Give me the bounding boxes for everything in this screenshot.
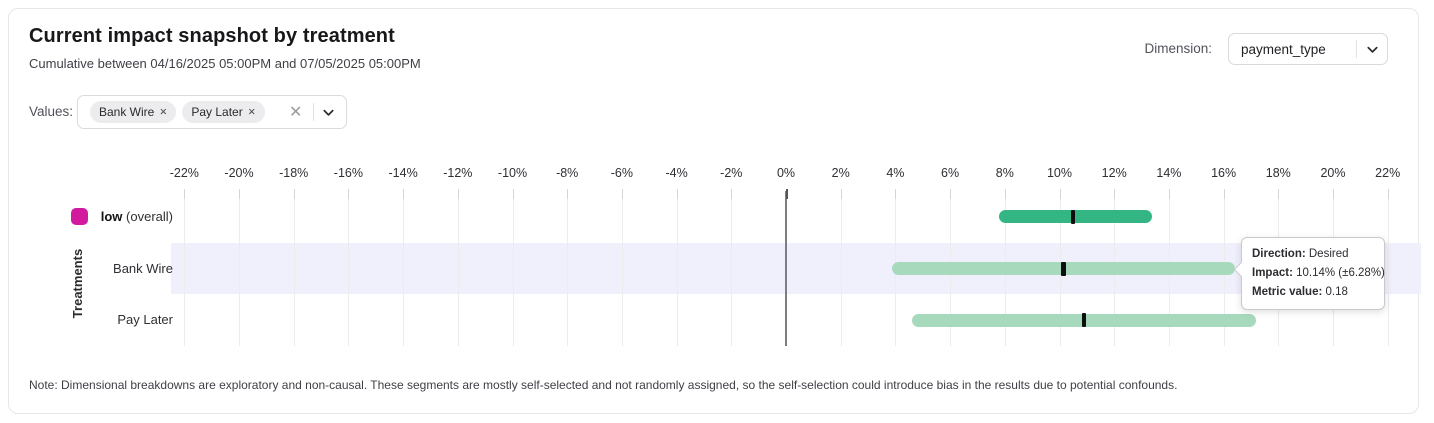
axis-tick xyxy=(293,189,295,199)
tooltip: Direction: Desired Impact: 10.14% (±6.28… xyxy=(1233,237,1385,310)
footnote: Note: Dimensional breakdowns are explora… xyxy=(29,378,1178,392)
axis-tick-label: 4% xyxy=(886,166,905,180)
tooltip-direction: Direction: Desired xyxy=(1252,248,1349,260)
chip-remove-icon[interactable]: ✕ xyxy=(247,106,256,118)
card-panel: Current impact snapshot by treatment Cum… xyxy=(8,8,1421,414)
gridline xyxy=(239,191,240,346)
axis-tick xyxy=(840,189,842,199)
select-divider xyxy=(1356,40,1357,58)
axis-tick-label: 8% xyxy=(995,166,1014,180)
dimension-label: Dimension: xyxy=(1144,41,1212,56)
axis-tick xyxy=(239,189,240,199)
median-tick xyxy=(1081,313,1087,328)
axis-tick-label: -8% xyxy=(556,166,579,180)
axis-tick xyxy=(567,189,569,199)
gridline xyxy=(457,191,459,346)
axis-tick-label: -16% xyxy=(333,166,363,180)
date-range-subtitle: Cumulative between 04/16/2025 05:00PM an… xyxy=(29,56,421,71)
axis-tick-label: -10% xyxy=(497,166,528,180)
clear-all-icon[interactable]: ✕ xyxy=(288,104,303,121)
dimension-selected-value: payment_type xyxy=(1241,41,1326,57)
legend-swatch xyxy=(71,208,88,226)
axis-tick-label: -18% xyxy=(279,166,309,180)
gridline xyxy=(348,191,350,346)
tooltip-metric: Metric value: 0.18 xyxy=(1252,286,1348,298)
dimension-select[interactable]: payment_type xyxy=(1228,33,1388,65)
axis-tick xyxy=(950,189,952,199)
gridline xyxy=(676,191,678,346)
axis-tick xyxy=(1333,189,1334,199)
axis-tick-label: 14% xyxy=(1156,166,1182,180)
axis-tick-label: -20% xyxy=(224,166,254,180)
axis-tick-label: 12% xyxy=(1101,166,1127,180)
gridline xyxy=(840,191,842,346)
axis-tick xyxy=(1387,189,1389,199)
axis-tick-label: 10% xyxy=(1046,166,1073,180)
gridline xyxy=(512,191,514,346)
gridline xyxy=(293,191,295,346)
axis-tick-label: 18% xyxy=(1265,166,1291,180)
values-multiselect[interactable]: Bank Wire ✕ Pay Later ✕ ✕ xyxy=(77,95,347,129)
axis-tick-label: -6% xyxy=(610,166,634,180)
gridline xyxy=(184,191,186,346)
row-label: low (overall) xyxy=(100,208,173,224)
axis-tick-label: -4% xyxy=(665,166,688,180)
axis-tick xyxy=(786,189,788,199)
row-label: Pay Later xyxy=(117,312,173,328)
chevron-down-icon[interactable] xyxy=(1357,42,1387,57)
axis-tick xyxy=(512,189,514,199)
page-title: Current impact snapshot by treatment xyxy=(29,25,395,47)
median-tick xyxy=(1070,209,1076,224)
value-chip-pay-later[interactable]: Pay Later ✕ xyxy=(182,101,265,123)
axis-tick xyxy=(1278,189,1280,199)
chip-remove-icon[interactable]: ✕ xyxy=(159,106,168,118)
axis-tick xyxy=(457,189,459,199)
axis-tick xyxy=(1059,189,1061,199)
row-label: Bank Wire xyxy=(113,260,173,276)
axis-tick xyxy=(1168,189,1170,199)
axis-tick-label: -2% xyxy=(720,166,743,180)
values-label: Values: xyxy=(29,104,74,119)
axis-tick xyxy=(1004,189,1006,199)
chip-label: Bank Wire xyxy=(99,105,155,119)
gridline xyxy=(567,191,569,346)
y-axis-title: Treatments xyxy=(70,248,86,319)
interval-bar[interactable] xyxy=(999,210,1153,224)
axis-tick xyxy=(348,189,350,199)
axis-tick-label: 16% xyxy=(1211,166,1237,180)
gridline xyxy=(621,191,623,346)
axis-tick xyxy=(1114,189,1116,199)
gridline xyxy=(403,191,405,346)
chevron-down-icon[interactable] xyxy=(314,105,344,120)
axis-tick xyxy=(731,189,733,199)
axis-tick-label: -12% xyxy=(443,166,473,180)
tooltip-impact: Impact: 10.14% (±6.28%) xyxy=(1252,267,1385,279)
gridline xyxy=(1387,191,1389,346)
axis-tick-label: 20% xyxy=(1320,166,1346,180)
axis-tick-label: 22% xyxy=(1375,166,1401,180)
axis-tick-label: -22% xyxy=(169,166,199,180)
axis-tick xyxy=(1223,189,1225,199)
gridline xyxy=(731,191,733,346)
axis-tick-label: 6% xyxy=(941,166,960,180)
axis-tick xyxy=(403,189,405,199)
axis-tick xyxy=(184,189,186,199)
select-divider xyxy=(312,103,314,121)
axis-tick xyxy=(895,189,897,199)
value-chip-bank-wire[interactable]: Bank Wire ✕ xyxy=(90,101,177,123)
axis-tick-label: -14% xyxy=(388,166,418,180)
chip-label: Pay Later xyxy=(191,105,243,119)
axis-tick-label: 0% xyxy=(776,166,796,180)
axis-tick xyxy=(676,189,678,199)
zero-baseline xyxy=(785,191,787,346)
median-tick xyxy=(1061,261,1066,276)
axis-tick-label: 2% xyxy=(831,166,850,180)
axis-tick xyxy=(621,189,623,199)
